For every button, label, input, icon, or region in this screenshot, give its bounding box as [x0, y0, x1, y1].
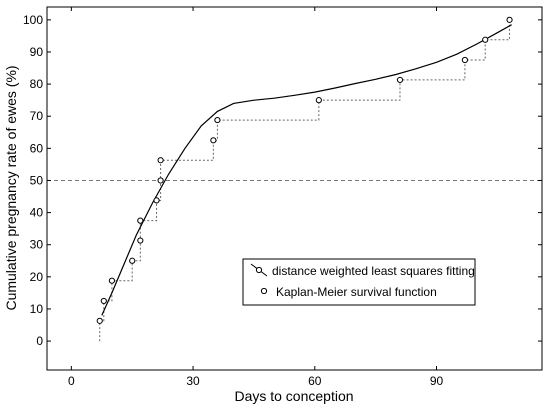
km-points	[96, 16, 513, 324]
km-point	[129, 257, 136, 264]
y-tick-label: 80	[30, 77, 44, 91]
y-axis-title: Cumulative pregnancy rate of ewes (%)	[3, 65, 19, 310]
km-point	[153, 197, 160, 204]
km-point	[157, 157, 164, 164]
y-tick-label: 60	[30, 141, 44, 155]
y-tick-label: 20	[30, 270, 44, 284]
legend-circle-icon	[260, 287, 268, 295]
legend-box	[242, 258, 476, 306]
km-point	[506, 16, 513, 23]
y-tick-label: 30	[30, 238, 44, 252]
y-tick-label: 10	[30, 302, 44, 316]
x-tick-label: 0	[68, 374, 75, 388]
km-point	[210, 137, 217, 144]
y-tick-label: 50	[30, 173, 44, 187]
y-axis-ticks: 0 10 20 30 40 50 60 70 80 90 100	[23, 13, 542, 348]
plot-frame	[46, 6, 543, 371]
km-point	[396, 76, 404, 84]
km-step-line	[99, 19, 511, 342]
legend-label-fit: distance weighted least squares fitting	[272, 264, 475, 278]
km-point	[100, 297, 107, 305]
x-axis-ticks: 0 30 60 90	[68, 7, 444, 388]
x-tick-label: 90	[430, 374, 444, 388]
fit-curve-group	[101, 24, 512, 316]
km-point	[108, 277, 116, 284]
x-tick-label: 30	[186, 374, 200, 388]
y-tick-label: 40	[30, 206, 44, 220]
y-tick-label: 90	[30, 45, 44, 59]
y-tick-label: 70	[30, 109, 44, 123]
km-point	[157, 177, 164, 184]
y-tick-label: 0	[36, 334, 43, 348]
x-axis-title: Days to conception	[234, 388, 353, 404]
y-tick-label: 100	[23, 13, 43, 27]
km-point	[137, 237, 144, 244]
km-point	[214, 116, 221, 124]
km-point	[137, 217, 144, 224]
legend: distance weighted least squares fitting …	[242, 258, 476, 306]
km-point	[482, 36, 489, 43]
legend-label-km: Kaplan-Meier survival function	[276, 285, 437, 299]
km-point	[315, 97, 322, 104]
fit-curve	[101, 24, 512, 316]
km-point	[461, 56, 469, 64]
legend-line-marker-icon	[255, 266, 263, 274]
km-point	[96, 317, 103, 324]
x-tick-label: 60	[308, 374, 322, 388]
km-step-lines	[99, 19, 511, 342]
